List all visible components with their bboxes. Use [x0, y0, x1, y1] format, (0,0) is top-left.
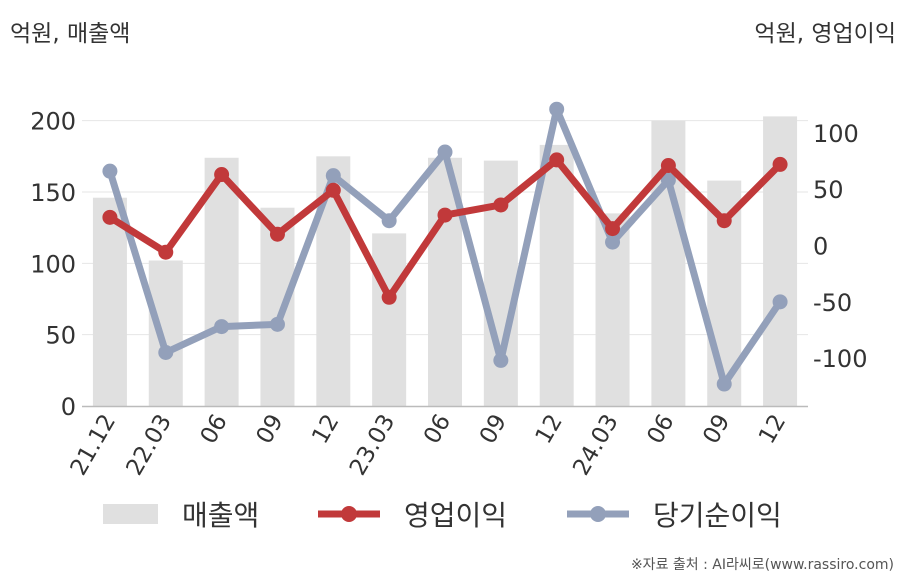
point-net-income — [214, 319, 230, 335]
legend-item-revenue: 매출액 — [103, 492, 259, 536]
legend-swatch-revenue — [103, 504, 158, 524]
point-operating-profit — [214, 167, 230, 183]
x-tick-label: 23.03 — [345, 410, 400, 480]
legend-item-operating-profit: 영업이익 — [318, 492, 507, 536]
x-tick-label: 12 — [754, 410, 791, 448]
legend-item-net-income: 당기순이익 — [567, 492, 782, 536]
point-operating-profit — [158, 244, 174, 260]
x-tick-label: 12 — [307, 410, 344, 448]
point-operating-profit — [381, 289, 397, 305]
point-net-income — [772, 294, 788, 310]
legend-label-net-income: 당기순이익 — [653, 499, 782, 532]
point-net-income — [716, 376, 732, 392]
legend-swatch-net-income — [567, 506, 629, 522]
point-net-income — [102, 163, 118, 179]
point-net-income — [437, 144, 453, 160]
source-note: ※자료 출처 : AI라씨로(www.rassiro.com) — [630, 557, 894, 573]
x-tick-label: 09 — [252, 410, 289, 448]
right-tick-label: 50 — [813, 176, 844, 204]
point-net-income — [381, 213, 397, 229]
right-tick-label: 100 — [813, 120, 859, 148]
left-tick-label: 50 — [45, 322, 76, 350]
point-operating-profit — [493, 197, 509, 213]
point-net-income — [605, 234, 621, 250]
point-operating-profit — [660, 158, 676, 174]
point-net-income — [493, 352, 509, 368]
chart-legend: 매출액 영업이익 당기순이익 — [0, 492, 908, 536]
point-net-income — [158, 345, 174, 360]
x-tick-label: 06 — [642, 410, 679, 448]
legend-swatch-operating-profit — [318, 506, 380, 522]
left-tick-label: 150 — [30, 179, 76, 207]
point-operating-profit — [269, 226, 285, 242]
point-operating-profit — [102, 209, 118, 225]
x-tick-label: 24.03 — [568, 410, 623, 480]
legend-label-revenue: 매출액 — [182, 499, 260, 532]
right-tick-label: -50 — [813, 289, 852, 317]
bar-revenue — [204, 157, 239, 406]
point-net-income — [660, 172, 676, 188]
x-tick-label: 12 — [531, 410, 568, 448]
right-tick-label: 0 — [813, 233, 828, 261]
point-operating-profit — [325, 182, 341, 198]
bar-revenue — [372, 233, 407, 406]
point-operating-profit — [605, 221, 621, 237]
point-operating-profit — [549, 152, 565, 168]
bar-revenue — [92, 197, 127, 406]
bar-revenue — [148, 260, 183, 406]
point-net-income — [269, 316, 285, 332]
x-tick-label: 06 — [419, 410, 456, 448]
point-net-income — [325, 168, 341, 184]
x-tick-label: 06 — [196, 410, 233, 448]
right-tick-label: -100 — [813, 345, 867, 373]
point-operating-profit — [772, 156, 788, 172]
left-axis-unit: 억원, 매출액 — [10, 21, 131, 47]
point-operating-profit — [437, 207, 453, 223]
left-tick-label: 200 — [30, 108, 76, 136]
right-axis-unit: 억원, 영업이익 — [754, 21, 896, 47]
bar-revenue — [539, 144, 574, 407]
point-operating-profit — [716, 213, 732, 229]
left-tick-label: 0 — [61, 393, 76, 421]
x-tick-label: 22.03 — [122, 410, 177, 480]
x-tick-label: 09 — [475, 410, 512, 448]
point-net-income — [549, 101, 565, 117]
x-tick-label: 09 — [698, 410, 735, 448]
legend-label-operating-profit: 영업이익 — [404, 499, 508, 532]
left-tick-label: 100 — [30, 250, 76, 278]
